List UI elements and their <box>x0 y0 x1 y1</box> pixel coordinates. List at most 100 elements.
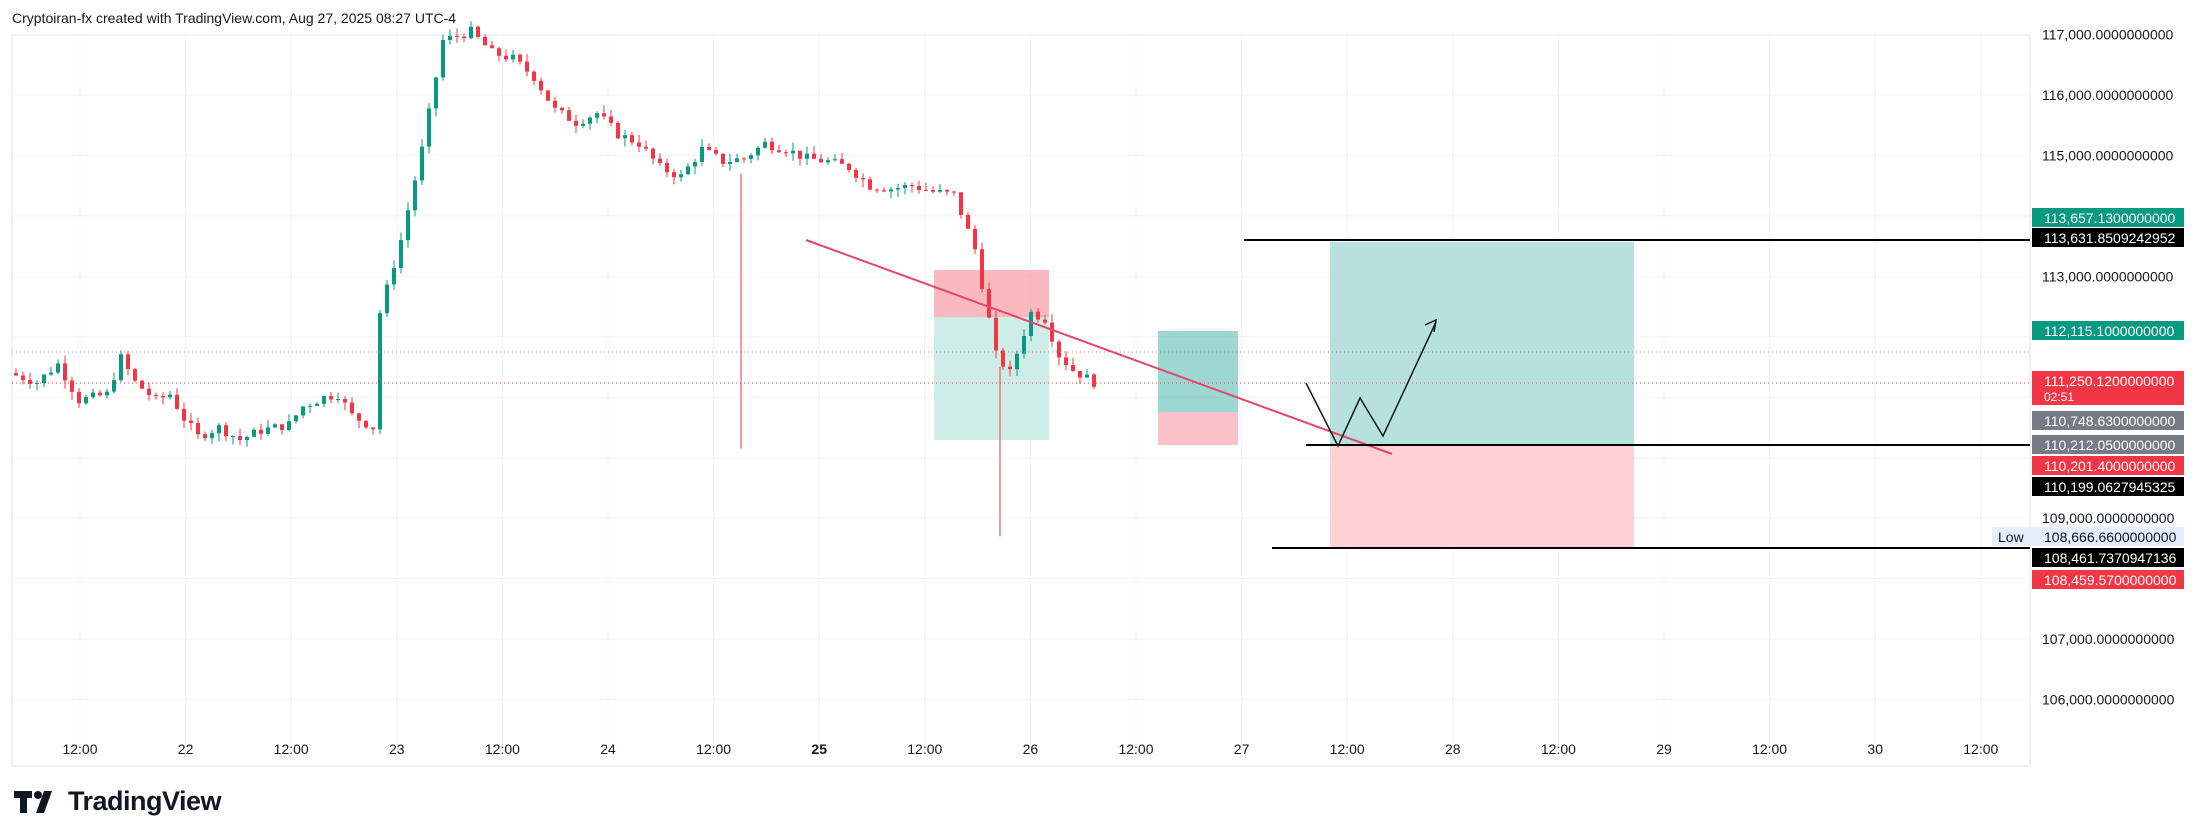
candle-body <box>609 116 613 123</box>
x-tick-label: 25 <box>811 741 827 757</box>
candle-body <box>861 177 865 180</box>
candle-body <box>952 191 956 193</box>
candle-body <box>756 147 760 156</box>
long-position-loss <box>1330 445 1634 549</box>
candle-body <box>238 436 242 440</box>
candle-body <box>413 180 417 211</box>
candle-body <box>602 113 606 117</box>
price-label: 113,631.8509242952 <box>2044 230 2176 246</box>
candle-body <box>672 172 676 178</box>
candle-body <box>707 146 711 150</box>
candle-body <box>623 135 627 139</box>
candle-body <box>483 36 487 46</box>
price-label-bg <box>2032 371 2184 405</box>
candle-body <box>42 374 46 384</box>
candle-body <box>434 77 438 109</box>
candle-body <box>49 372 53 375</box>
candle-body <box>924 190 928 192</box>
tradingview-logo-icon <box>14 790 52 813</box>
y-tick-label: 115,000.0000000000 <box>2042 147 2174 163</box>
candle-body <box>1036 311 1040 320</box>
candle-body <box>252 429 256 437</box>
price-label-bg <box>2032 411 2184 430</box>
projection-arrowhead <box>1424 318 1437 333</box>
candle-body <box>182 408 186 421</box>
chart-attribution: Cryptoiran-fx created with TradingView.c… <box>12 10 457 26</box>
y-tick-label: 113,000.0000000000 <box>2042 268 2174 284</box>
candle-body <box>210 433 214 439</box>
candle-body <box>595 113 599 118</box>
candle-body <box>448 35 452 41</box>
x-tick-label: 12:00 <box>696 741 731 757</box>
candle-body <box>616 122 620 139</box>
x-tick-label: 12:00 <box>1330 741 1365 757</box>
candle-body <box>1001 350 1005 367</box>
y-tick-label: 117,000.0000000000 <box>2042 27 2174 43</box>
candle-body <box>868 179 872 190</box>
candle-body <box>973 228 977 250</box>
candle-body <box>777 150 781 153</box>
candle-body <box>91 392 95 398</box>
x-tick-label: 12:00 <box>62 741 97 757</box>
price-label: 108,461.7370947136 <box>2044 550 2177 566</box>
candle-body <box>245 436 249 440</box>
candle-body <box>1022 335 1026 354</box>
candle-body <box>693 161 697 167</box>
candle-body <box>203 434 207 439</box>
x-tick-label: 27 <box>1234 741 1250 757</box>
candle-body <box>686 166 690 175</box>
x-tick-label: 12:00 <box>1963 741 1998 757</box>
candle-body <box>308 405 312 407</box>
candle-body <box>854 170 858 178</box>
price-label: 110,201.4000000000 <box>2044 458 2176 474</box>
price-label: 113,657.1300000000 <box>2044 210 2176 226</box>
breakout-stop-zone <box>1158 412 1238 445</box>
candle-body <box>154 395 158 397</box>
candle-body <box>812 153 816 159</box>
price-label-bg <box>2032 456 2184 475</box>
price-label: 110,199.0627945325 <box>2044 479 2176 495</box>
candle-body <box>1071 365 1075 372</box>
x-tick-label: 12:00 <box>485 741 520 757</box>
candle-body <box>56 363 60 373</box>
candle-body <box>714 149 718 154</box>
projection-path <box>1305 321 1437 448</box>
candle-body <box>357 413 361 421</box>
candle-body <box>168 394 172 398</box>
candle-body <box>840 159 844 164</box>
candle-body <box>637 142 641 147</box>
y-tick-label: 109,000.0000000000 <box>2042 510 2175 526</box>
candle-body <box>770 141 774 151</box>
candle-body <box>336 398 340 400</box>
price-label-bg <box>2032 570 2184 589</box>
candle-body <box>427 108 431 147</box>
candle-body <box>469 26 473 39</box>
candle-body <box>903 185 907 189</box>
candle-body <box>546 90 550 101</box>
position-zones <box>934 242 1634 549</box>
x-tick-label: 12:00 <box>1118 741 1153 757</box>
price-label-countdown: 02:51 <box>2044 390 2074 404</box>
candle-body <box>511 54 515 60</box>
candle-body <box>175 394 179 409</box>
candle-body <box>679 174 683 178</box>
long-target-zone <box>934 317 1049 440</box>
tradingview-logo[interactable]: TradingView <box>14 786 222 817</box>
low-tag: Low <box>1998 529 2025 545</box>
candle-body <box>882 190 886 192</box>
candle-body <box>735 158 739 162</box>
candle-body <box>1092 374 1096 387</box>
x-tick-label: 28 <box>1445 741 1461 757</box>
price-label: 108,459.5700000000 <box>2044 572 2177 588</box>
candle-body <box>77 391 81 404</box>
price-label-bg <box>2032 435 2184 454</box>
price-label-bg <box>2032 527 2184 546</box>
candle-body <box>70 380 74 392</box>
price-labels-layer: 113,657.1300000000 113,631.8509242952 112,… <box>1992 208 2184 589</box>
price-label: 111,250.1200000000 <box>2044 373 2174 389</box>
candle-body <box>266 427 270 434</box>
candle-body <box>147 388 151 396</box>
candle-body <box>959 192 963 215</box>
x-tick-label: 12:00 <box>274 741 309 757</box>
